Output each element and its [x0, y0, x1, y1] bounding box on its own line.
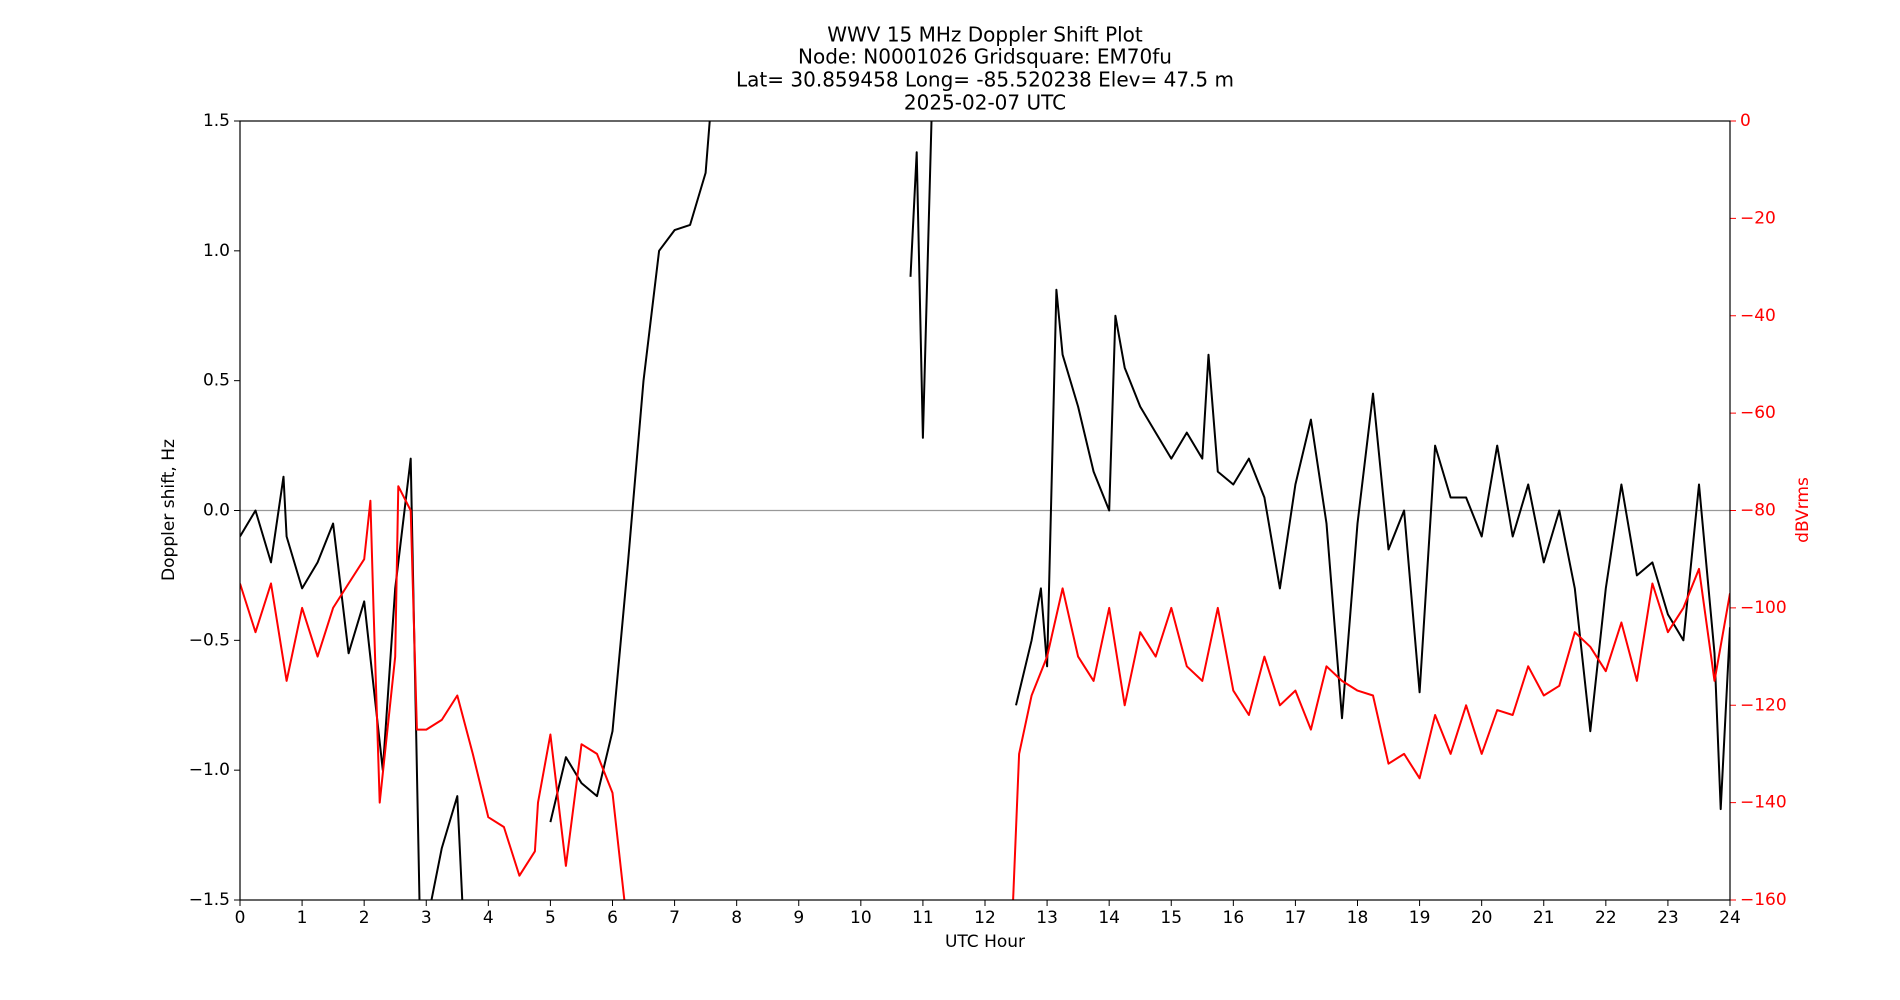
x-tick-label: 16 — [1223, 908, 1245, 928]
data-line — [240, 485, 1730, 900]
y2-axis-label: dBVrms — [1793, 477, 1813, 543]
data-line — [240, 121, 1730, 900]
y-tick-label: −1.0 — [189, 760, 230, 780]
x-axis-label: UTC Hour — [945, 932, 1025, 952]
x-tick-label: 8 — [731, 908, 742, 928]
x-tick-label: 9 — [793, 908, 804, 928]
x-tick-label: 11 — [912, 908, 934, 928]
y2-tick-label: −120 — [1740, 695, 1787, 715]
y2-tick-label: −160 — [1740, 890, 1787, 910]
y2-tick-label: −60 — [1740, 403, 1776, 423]
x-tick-label: 12 — [974, 908, 996, 928]
x-tick-label: 0 — [235, 908, 246, 928]
plot-area — [240, 121, 1730, 900]
plot-frame — [239, 120, 1731, 901]
x-tick-label: 21 — [1533, 908, 1555, 928]
x-tick-label: 7 — [669, 908, 680, 928]
x-tick-label: 3 — [421, 908, 432, 928]
y-tick-label: 0.5 — [203, 371, 230, 391]
x-tick-label: 23 — [1657, 908, 1679, 928]
x-tick-label: 17 — [1285, 908, 1307, 928]
y-tick-label: 1.0 — [203, 241, 230, 261]
y-tick-label: −1.5 — [189, 890, 230, 910]
y2-tick-label: −100 — [1740, 598, 1787, 618]
y2-tick-label: −80 — [1740, 501, 1776, 521]
x-tick-label: 5 — [545, 908, 556, 928]
x-tick-label: 15 — [1160, 908, 1182, 928]
y-axis-label: Doppler shift, Hz — [159, 439, 179, 581]
x-tick-label: 13 — [1036, 908, 1058, 928]
x-tick-label: 14 — [1098, 908, 1120, 928]
y2-tick-label: 0 — [1740, 111, 1751, 131]
y2-tick-label: −20 — [1740, 208, 1776, 228]
chart-subtitle: Lat= 30.859458 Long= -85.520238 Elev= 47… — [736, 68, 1234, 92]
x-tick-label: 10 — [850, 908, 872, 928]
x-tick-label: 4 — [483, 908, 494, 928]
x-tick-label: 22 — [1595, 908, 1617, 928]
y-tick-label: −0.5 — [189, 630, 230, 650]
y2-tick-label: −140 — [1740, 793, 1787, 813]
x-tick-label: 6 — [607, 908, 618, 928]
x-tick-label: 19 — [1409, 908, 1431, 928]
chart-title: WWV 15 MHz Doppler Shift Plot — [827, 23, 1143, 47]
chart-subtitle: 2025-02-07 UTC — [904, 91, 1066, 115]
x-tick-label: 2 — [359, 908, 370, 928]
y2-tick-label: −40 — [1740, 306, 1776, 326]
y-tick-label: 0.0 — [203, 501, 230, 521]
x-tick-label: 24 — [1719, 908, 1741, 928]
x-tick-label: 1 — [297, 908, 308, 928]
x-tick-label: 18 — [1347, 908, 1369, 928]
y-tick-label: 1.5 — [203, 111, 230, 131]
x-tick-label: 20 — [1471, 908, 1493, 928]
chart-subtitle: Node: N0001026 Gridsquare: EM70fu — [798, 45, 1172, 69]
